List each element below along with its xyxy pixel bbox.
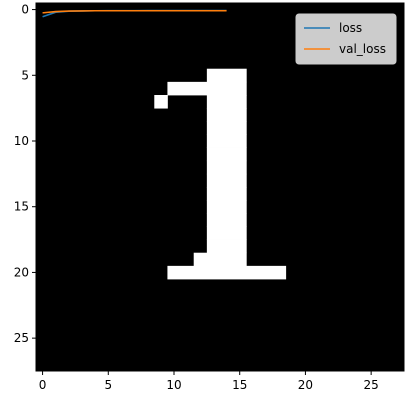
image-pixel-run	[206, 134, 247, 148]
y-tick-label: 15	[14, 200, 29, 214]
series-line-val-loss	[42, 9, 227, 14]
image-pixel-run	[206, 226, 247, 240]
image-pixel-run	[206, 68, 247, 83]
legend: loss val_loss	[295, 13, 397, 65]
image-pixel-run	[167, 81, 247, 96]
image-pixel-run	[206, 213, 247, 227]
legend-label-val-loss: val_loss	[339, 42, 386, 56]
image-pixel-run	[206, 160, 247, 175]
image-pixel-run	[206, 239, 247, 254]
y-tick-label: 0	[21, 3, 29, 17]
y-tick-label: 20	[14, 265, 29, 279]
image-pixel-run	[206, 200, 247, 214]
y-tick-label: 25	[14, 331, 29, 345]
y-tick-label: 5	[21, 68, 29, 82]
image-pixel-run	[193, 252, 247, 267]
x-tick-label: 20	[298, 378, 313, 392]
legend-box	[295, 13, 397, 65]
image-pixel-run	[206, 147, 247, 162]
legend-label-loss: loss	[339, 21, 362, 35]
image-pixel-run	[206, 187, 247, 201]
image-pixel-run	[206, 108, 247, 122]
image-pixel-run	[167, 265, 287, 280]
image-pixel-run	[206, 121, 247, 135]
image-pixel-run	[206, 95, 247, 109]
x-tick-label: 0	[39, 378, 47, 392]
axes-frame	[35, 2, 405, 372]
y-tick-label: 10	[14, 134, 29, 148]
image-pixel-run	[154, 95, 168, 109]
image-pixel-run	[206, 173, 247, 188]
x-tick-label: 25	[364, 378, 379, 392]
x-tick-label: 5	[104, 378, 112, 392]
x-tick-label: 10	[166, 378, 181, 392]
axes: 0 5 10 15 20 25 0 5 10 15 20 25	[14, 2, 405, 392]
plot-lines	[42, 9, 227, 18]
x-tick-label: 15	[232, 378, 247, 392]
